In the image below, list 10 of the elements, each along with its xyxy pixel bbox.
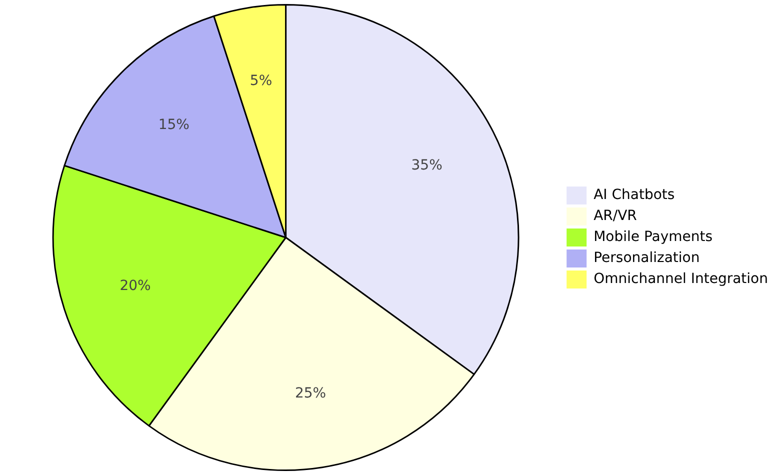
data-label: 20% [120, 278, 151, 294]
data-label: 5% [250, 72, 272, 89]
legend-label: Personalization [594, 250, 700, 266]
data-label: 25% [294, 385, 326, 402]
legend-label: Mobile Payments [594, 229, 713, 246]
data-label: 35% [411, 157, 442, 174]
legend-label: AR/VR [594, 208, 638, 224]
legend-label: AI Chatbots [594, 187, 675, 204]
data-label: 15% [158, 117, 190, 134]
legend-label: Omnichannel Integration [594, 271, 768, 288]
